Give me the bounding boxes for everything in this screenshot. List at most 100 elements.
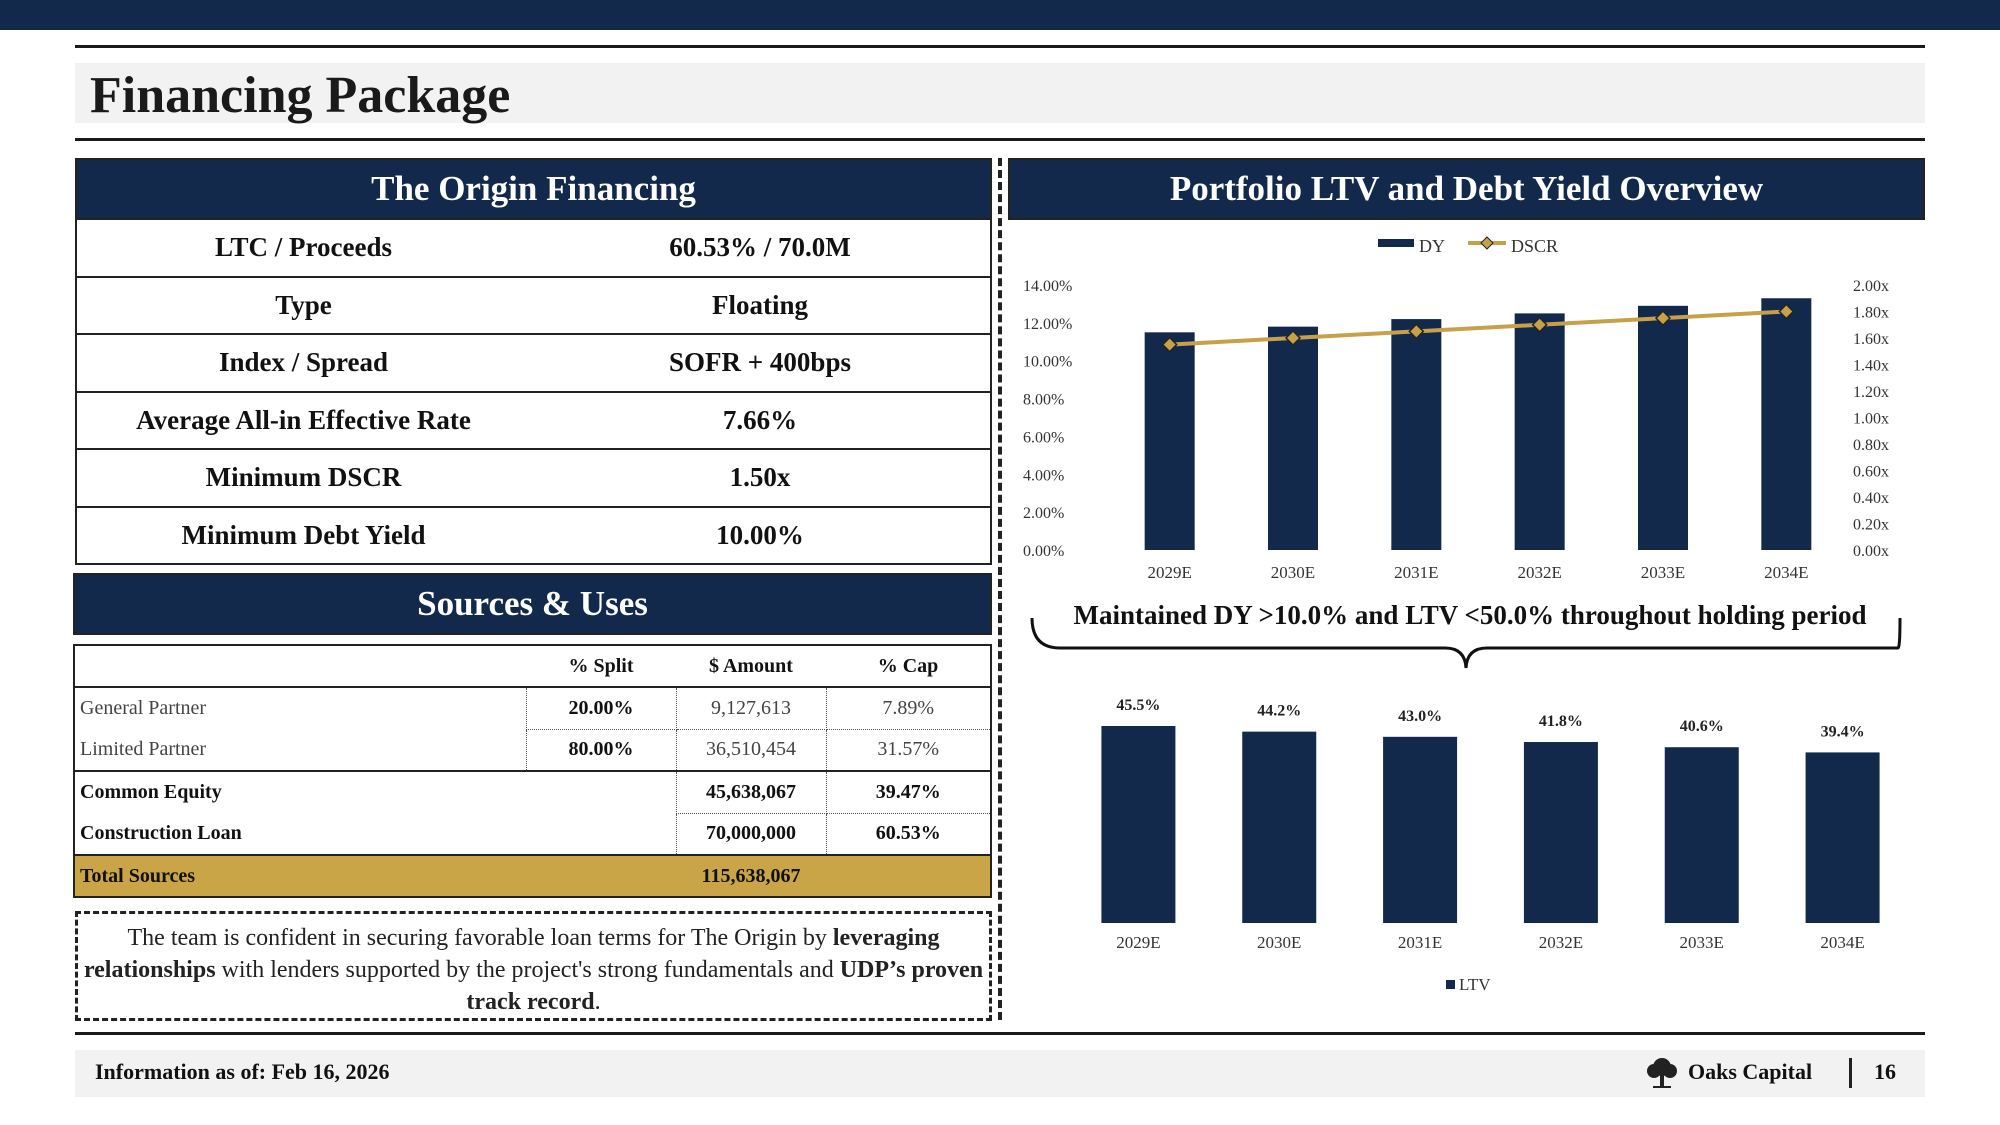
financing-value: 60.53% / 70.0M — [669, 232, 851, 263]
note-text-3: . — [594, 989, 601, 1015]
y-left-tick: 10.00% — [1023, 354, 1072, 371]
ltv-data-label: 43.0% — [1398, 708, 1442, 725]
split-cell: 80.00% — [525, 729, 677, 771]
dscr-point — [1408, 323, 1425, 340]
dscr-point — [1654, 310, 1672, 327]
legend-swatch-ltv — [1446, 980, 1455, 989]
split-cell — [526, 771, 676, 813]
col-split-header: % Split — [568, 654, 634, 677]
sources-uses-table: % Split $ Amount % Cap General Partner 2… — [73, 644, 992, 898]
ltv-data-label: 45.5% — [1116, 697, 1160, 714]
financing-value: SOFR + 400bps — [669, 347, 851, 378]
row-label: General Partner — [80, 697, 207, 719]
legend-marker-dscr — [1480, 236, 1494, 250]
title-top-rule — [75, 45, 1925, 48]
table-row: Common Equity 45,638,067 39.47% — [74, 771, 991, 814]
financing-note: The team is confident in securing favora… — [75, 911, 992, 1021]
cap-cell: 7.89% — [826, 687, 991, 730]
legend-label-dy: DY — [1419, 236, 1445, 256]
ltv-bar — [1523, 742, 1598, 923]
dscr-point — [1531, 316, 1548, 333]
footer-separator — [1849, 1058, 1852, 1088]
note-bold-2: UDP’s proven track record — [466, 957, 984, 1015]
y-right-tick: 2.00x — [1853, 278, 1889, 295]
total-row: Total Sources 115,638,067 — [74, 855, 991, 897]
note-text-2: with lenders supported by the project's … — [215, 957, 840, 983]
ltv-data-label: 39.4% — [1821, 723, 1865, 740]
x-tick-label: 2034E — [1764, 563, 1808, 582]
ltv-bar — [1664, 747, 1739, 923]
y-right-tick: 1.80x — [1853, 305, 1889, 322]
callout-brace — [1030, 617, 1902, 669]
y-left-tick: 14.00% — [1023, 278, 1072, 295]
ltv-bar — [1242, 731, 1317, 923]
table-header-row: % Split $ Amount % Cap — [74, 645, 991, 687]
y-right-tick: 0.40x — [1853, 490, 1889, 507]
brand-name: Oaks Capital — [1688, 1059, 1813, 1084]
x-tick-label: 2030E — [1257, 933, 1301, 952]
financing-row: Average All-in Effective Rate 7.66% — [75, 392, 992, 450]
y-left-tick: 0.00% — [1023, 543, 1064, 560]
y-right-tick: 0.00x — [1853, 543, 1889, 560]
split-cell — [526, 813, 676, 855]
ltv-bar — [1383, 736, 1458, 923]
dscr-point — [1284, 329, 1302, 347]
brace-path — [1030, 617, 1902, 669]
x-tick-label: 2031E — [1394, 563, 1438, 582]
y-left-tick: 12.00% — [1023, 316, 1072, 333]
y-right-tick: 1.20x — [1853, 384, 1889, 401]
financing-row: LTC / Proceeds 60.53% / 70.0M — [75, 220, 992, 278]
financing-label: Minimum Debt Yield — [181, 519, 426, 550]
oak-tree-icon — [1647, 1058, 1677, 1088]
split-cell — [526, 855, 676, 897]
dy-bar — [1391, 319, 1442, 550]
financing-header: The Origin Financing — [75, 158, 992, 220]
page-title: Financing Package — [90, 67, 511, 124]
y-right-tick: 0.60x — [1853, 464, 1889, 481]
financing-value: 1.50x — [729, 462, 791, 493]
y-left-tick: 2.00% — [1023, 505, 1064, 522]
y-right-tick: 0.20x — [1853, 517, 1889, 534]
amount-cell: 70,000,000 — [675, 813, 827, 855]
ltv-bar — [1805, 752, 1880, 923]
financing-label: LTC / Proceeds — [214, 232, 392, 263]
financing-row: Minimum DSCR 1.50x — [75, 450, 992, 508]
split-cell: 20.00% — [525, 687, 677, 730]
dy-bar — [1638, 305, 1688, 550]
row-label: Limited Partner — [80, 738, 207, 760]
x-tick-label: 2033E — [1680, 933, 1724, 952]
note-bold-1: leveraging relationships — [83, 925, 940, 983]
blank-header-cell — [74, 645, 526, 687]
table-row: Construction Loan 70,000,000 60.53% — [74, 813, 991, 855]
cap-cell: 60.53% — [875, 822, 941, 845]
column-divider — [998, 158, 1002, 1020]
y-right-tick: 1.60x — [1853, 331, 1889, 348]
y-right-tick: 1.00x — [1853, 411, 1889, 428]
y-left-tick: 6.00% — [1023, 429, 1064, 446]
dy-bar — [1268, 326, 1318, 550]
amount-cell: 115,638,067 — [701, 864, 801, 887]
legend-label-ltv: LTV — [1459, 975, 1491, 994]
financing-label: Minimum DSCR — [205, 462, 402, 493]
cap-cell: 39.47% — [826, 771, 991, 814]
financing-row: Type Floating — [75, 277, 992, 335]
financing-value: 7.66% — [722, 404, 798, 435]
legend-swatch-dy — [1378, 239, 1414, 247]
x-tick-label: 2031E — [1398, 933, 1442, 952]
x-tick-label: 2033E — [1641, 563, 1685, 582]
x-tick-label: 2029E — [1147, 563, 1191, 582]
cap-cell: 31.57% — [877, 738, 940, 761]
row-label: Common Equity — [80, 781, 222, 803]
dy-bar — [1761, 298, 1812, 550]
y-right-tick: 0.80x — [1853, 437, 1889, 454]
ltv-chart: 45.5% 2029E 44.2% 2030E 43.0% 2031E 41.8% 2032E… — [1101, 697, 1880, 994]
financing-row: Minimum Debt Yield 10.00% — [75, 507, 992, 565]
sources-header: Sources & Uses — [73, 573, 992, 635]
top-bar — [0, 0, 2000, 30]
x-tick-label: 2029E — [1116, 933, 1160, 952]
dscr-point — [1778, 303, 1795, 320]
legend-label-dscr: DSCR — [1511, 236, 1558, 256]
title-bottom-rule — [75, 138, 1925, 141]
col-amount-header: $ Amount — [709, 654, 793, 677]
x-tick-label: 2030E — [1271, 563, 1315, 582]
